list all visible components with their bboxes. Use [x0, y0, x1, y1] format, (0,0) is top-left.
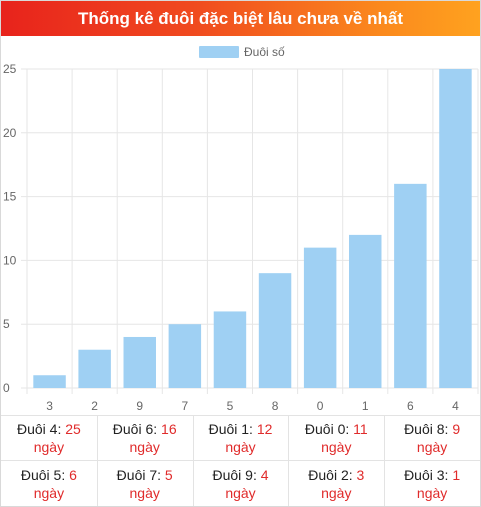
stat-unit: ngày	[130, 485, 160, 501]
table-divider	[1, 460, 480, 461]
stat-label: Đuôi 9:	[212, 467, 256, 483]
stat-unit: ngày	[321, 485, 351, 501]
chart-legend[interactable]: Đuôi số	[199, 45, 285, 59]
widget-title: Thống kê đuôi đặc biệt lâu chưa về nhất	[1, 1, 480, 36]
stat-unit: ngày	[34, 439, 64, 455]
bar-0[interactable]	[304, 248, 336, 388]
stat-unit: ngày	[417, 439, 447, 455]
bar-1[interactable]	[349, 235, 381, 388]
y-tick-label: 15	[3, 190, 17, 204]
bar-5[interactable]	[214, 311, 246, 388]
stat-label: Đuôi 8:	[404, 421, 448, 437]
x-tick-label: 9	[136, 399, 143, 413]
stat-cell: Đuôi 3: 1 ngày	[384, 461, 480, 506]
bar-3[interactable]	[33, 375, 65, 388]
x-tick-label: 4	[452, 399, 459, 413]
stat-label: Đuôi 0:	[305, 421, 349, 437]
y-tick-label: 20	[3, 126, 17, 140]
bar-6[interactable]	[394, 184, 426, 388]
stat-label: Đuôi 1:	[209, 421, 253, 437]
stat-label: Đuôi 5:	[21, 467, 65, 483]
x-tick-label: 8	[272, 399, 279, 413]
stat-label: Đuôi 3:	[404, 467, 448, 483]
stat-unit: ngày	[130, 439, 160, 455]
stat-value: 12	[257, 421, 273, 437]
stat-value: 9	[452, 421, 460, 437]
stat-cell: Đuôi 5: 6 ngày	[1, 461, 97, 506]
stat-value: 6	[69, 467, 77, 483]
stat-value: 25	[65, 421, 81, 437]
stat-cell: Đuôi 0: 11 ngày	[288, 415, 384, 460]
stat-cell: Đuôi 2: 3 ngày	[288, 461, 384, 506]
bar-8[interactable]	[259, 273, 291, 388]
stat-unit: ngày	[225, 485, 255, 501]
stat-label: Đuôi 7:	[117, 467, 161, 483]
y-axis-ticks: 0 5 10 15 20 25	[3, 62, 17, 395]
stat-cell: Đuôi 6: 16 ngày	[97, 415, 193, 460]
stat-label: Đuôi 2:	[308, 467, 352, 483]
stat-unit: ngày	[321, 439, 351, 455]
table-divider	[1, 415, 480, 416]
y-tick-label: 25	[3, 62, 17, 76]
bar-chart: 0 5 10 15 20 25 3 2 9 7 5 8 0 1 6 4 Đuôi số	[1, 37, 480, 415]
stat-value: 16	[161, 421, 177, 437]
stat-value: 1	[452, 467, 460, 483]
x-axis-ticks: 3 2 9 7 5 8 0 1 6 4	[46, 399, 459, 413]
y-tick-label: 10	[3, 253, 17, 267]
x-tick-label: 0	[317, 399, 324, 413]
bar-4[interactable]	[439, 69, 471, 388]
x-tick-label: 5	[227, 399, 234, 413]
stat-cell: Đuôi 4: 25 ngày	[1, 415, 97, 460]
bar-9[interactable]	[124, 337, 156, 388]
legend-label: Đuôi số	[244, 45, 285, 59]
stat-cell: Đuôi 1: 12 ngày	[193, 415, 289, 460]
x-tick-label: 2	[91, 399, 98, 413]
x-tick-label: 3	[46, 399, 53, 413]
stat-label: Đuôi 4:	[17, 421, 61, 437]
stat-unit: ngày	[34, 485, 64, 501]
bar-2[interactable]	[78, 350, 110, 388]
y-tick-label: 5	[3, 317, 10, 331]
stat-value: 11	[353, 421, 368, 437]
y-tick-label: 0	[3, 381, 10, 395]
stat-unit: ngày	[225, 439, 255, 455]
bar-7[interactable]	[169, 324, 201, 388]
stats-table: Đuôi 4: 25 ngày Đuôi 6: 16 ngày Đuôi 1: 12 ng…	[1, 415, 480, 506]
legend-swatch	[199, 46, 239, 58]
stat-cell: Đuôi 7: 5 ngày	[97, 461, 193, 506]
stat-label: Đuôi 6:	[113, 421, 157, 437]
x-tick-label: 7	[182, 399, 189, 413]
stat-cell: Đuôi 9: 4 ngày	[193, 461, 289, 506]
stat-cell: Đuôi 8: 9 ngày	[384, 415, 480, 460]
x-tick-label: 1	[362, 399, 369, 413]
stat-unit: ngày	[417, 485, 447, 501]
x-tick-label: 6	[407, 399, 414, 413]
stat-value: 3	[357, 467, 365, 483]
stat-value: 4	[261, 467, 269, 483]
stat-value: 5	[165, 467, 173, 483]
